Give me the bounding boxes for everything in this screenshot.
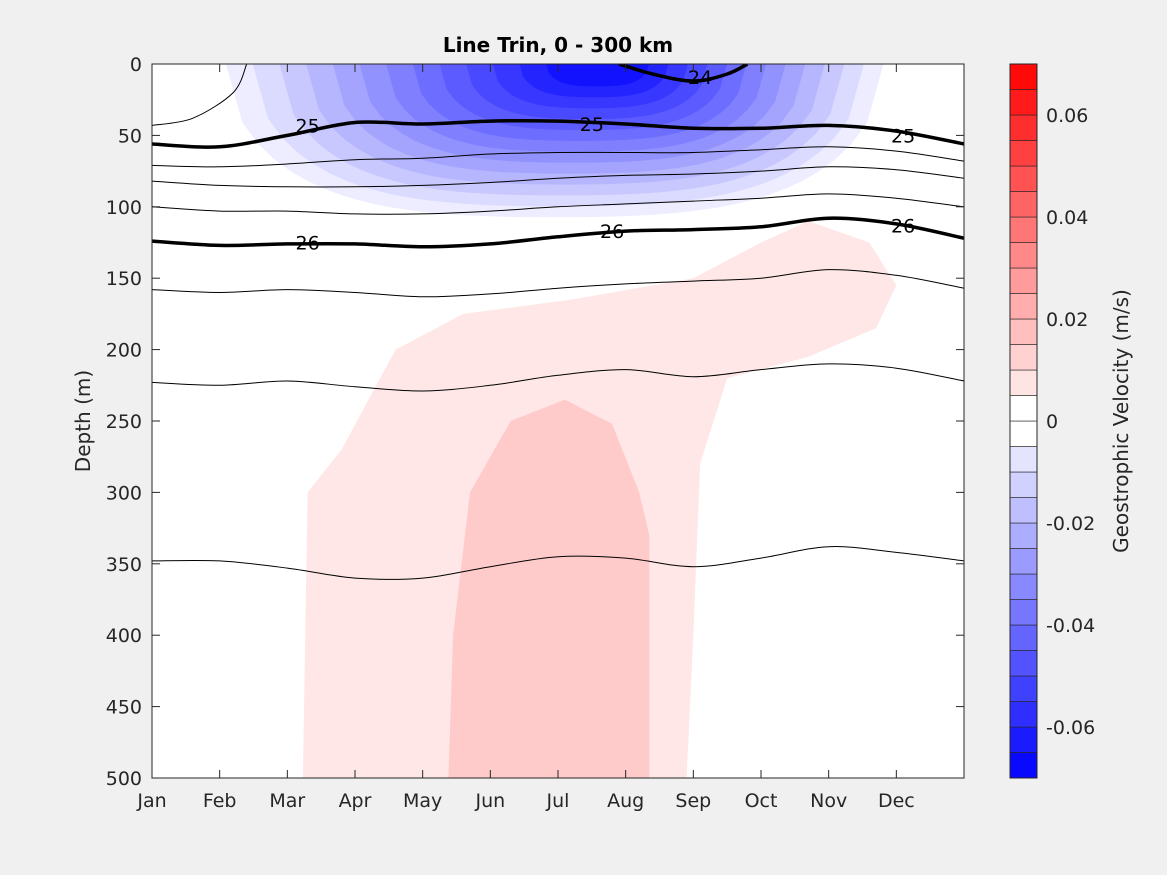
x-tick-label: Apr (339, 790, 372, 812)
isopycnal-contours (152, 64, 964, 580)
colorbar-tick-label: -0.04 (1046, 615, 1095, 637)
colorbar-tick-label: 0.04 (1046, 207, 1088, 229)
isopycnal-line (152, 546, 964, 580)
contour-labels: 24 25 25 25 26 26 26 (296, 67, 916, 255)
isopycnal-line-labeled (618, 64, 749, 83)
contour-label: 25 (891, 125, 915, 147)
contour-label: 24 (688, 67, 712, 89)
isopycnal-line (152, 166, 964, 188)
colorbar-segment (1009, 344, 1038, 371)
x-tick-label: Aug (607, 790, 644, 812)
colorbar-tick-label: 0.06 (1046, 105, 1088, 127)
y-tick-label: 100 (106, 197, 142, 219)
colorbar-segment (1009, 242, 1038, 269)
plot-area: 24 25 25 25 26 26 26 (151, 63, 965, 779)
colorbar-segment (1009, 165, 1038, 192)
y-tick-label: 250 (106, 411, 142, 433)
x-tick-label: Jan (136, 790, 166, 812)
colorbar-segment (1009, 140, 1038, 167)
contour-label: 26 (296, 233, 320, 255)
colorbar-segment (1009, 726, 1038, 753)
isopycnal-line (152, 193, 964, 215)
colorbar-segment (1009, 191, 1038, 218)
colorbar-segment (1009, 548, 1038, 575)
colorbar-segment (1009, 497, 1038, 524)
isopycnal-line (152, 363, 964, 392)
y-tick-label: 200 (106, 340, 142, 362)
colorbar-tick-label: 0.02 (1046, 309, 1088, 331)
isopycnal-line (152, 269, 964, 298)
colorbar-segment (1009, 752, 1038, 779)
isopycnal-line (152, 64, 248, 126)
colorbar-segment (1009, 216, 1038, 243)
colorbar-tick-label: -0.02 (1046, 513, 1095, 535)
velocity-region-positive-core (448, 399, 650, 778)
colorbar-segment (1009, 675, 1038, 702)
colorbar-segment (1009, 701, 1038, 728)
y-tick-label: 0 (130, 54, 142, 76)
velocity-region-negative (546, 64, 649, 87)
colorbar-segment (1009, 446, 1038, 473)
y-tick-label: 500 (106, 768, 142, 790)
colorbar-segment (1009, 650, 1038, 677)
colorbar-segment (1009, 573, 1038, 600)
x-tick-label: Jun (474, 790, 505, 812)
x-tick-label: Sep (675, 790, 711, 812)
y-tick-label: 450 (106, 697, 142, 719)
x-tick-label: Oct (745, 790, 778, 812)
y-tick-label: 350 (106, 554, 142, 576)
colorbar-segment (1009, 318, 1038, 345)
velocity-fills (226, 64, 897, 778)
colorbar-segment (1009, 89, 1038, 116)
colorbar-segment (1009, 63, 1038, 90)
y-tick-label: 300 (106, 482, 142, 504)
y-tick-label: 400 (106, 625, 142, 647)
contour-label: 25 (296, 115, 320, 137)
colorbar-segment (1009, 114, 1038, 141)
x-tick-label: May (403, 790, 442, 812)
x-tick-label: Dec (878, 790, 915, 812)
colorbar-tick-label: 0 (1046, 411, 1058, 433)
colorbar-segment (1009, 369, 1038, 396)
x-tick-label: Jul (546, 790, 570, 812)
y-axis-label: Depth (m) (71, 370, 95, 472)
colorbar-label: Geostrophic Velocity (m/s) (1109, 289, 1133, 553)
contour-label: 26 (600, 221, 624, 243)
colorbar-segment (1009, 624, 1038, 651)
axes: Jan Feb Mar Apr May Jun Jul Aug Sep Oct Nov Dec 0 50 1… (106, 54, 964, 812)
colorbar: -0.06 -0.04 -0.02 0 0.02 0.04 0.06 (1009, 63, 1095, 779)
colorbar-segment (1009, 599, 1038, 626)
chart-title: Line Trin, 0 - 300 km (443, 33, 673, 57)
contour-label: 26 (891, 215, 915, 237)
contour-label: 25 (580, 114, 604, 136)
x-tick-label: Nov (810, 790, 847, 812)
colorbar-segment (1009, 522, 1038, 549)
isopycnal-line (152, 146, 964, 168)
colorbar-segment (1009, 471, 1038, 498)
isopycnal-line-labeled (152, 118, 964, 149)
y-tick-label: 50 (118, 125, 142, 147)
x-tick-label: Feb (203, 790, 237, 812)
x-tick-label: Mar (269, 790, 305, 812)
colorbar-tick-label: -0.06 (1046, 717, 1095, 739)
y-tick-label: 150 (106, 268, 142, 290)
colorbar-segment (1009, 420, 1038, 447)
colorbar-segment (1009, 293, 1038, 320)
colorbar-segment (1009, 395, 1038, 422)
isopycnal-line-labeled (152, 216, 964, 249)
colorbar-frame (1009, 63, 1038, 779)
colorbar-segment (1009, 267, 1038, 294)
